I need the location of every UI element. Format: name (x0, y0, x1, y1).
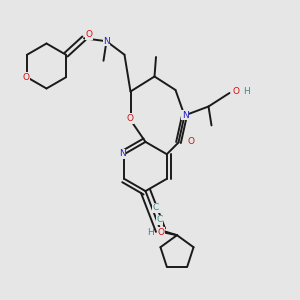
Text: O: O (22, 73, 30, 82)
Text: N: N (119, 149, 125, 158)
Text: O: O (85, 30, 93, 39)
Text: C: C (157, 215, 163, 224)
Text: H: H (243, 87, 250, 96)
Text: N: N (103, 37, 110, 46)
Text: O: O (158, 228, 165, 237)
Text: H: H (147, 228, 153, 237)
Text: N: N (182, 111, 189, 120)
Text: O: O (187, 136, 194, 146)
Text: O: O (127, 114, 134, 123)
Text: O: O (232, 87, 240, 96)
Text: C: C (153, 203, 159, 212)
